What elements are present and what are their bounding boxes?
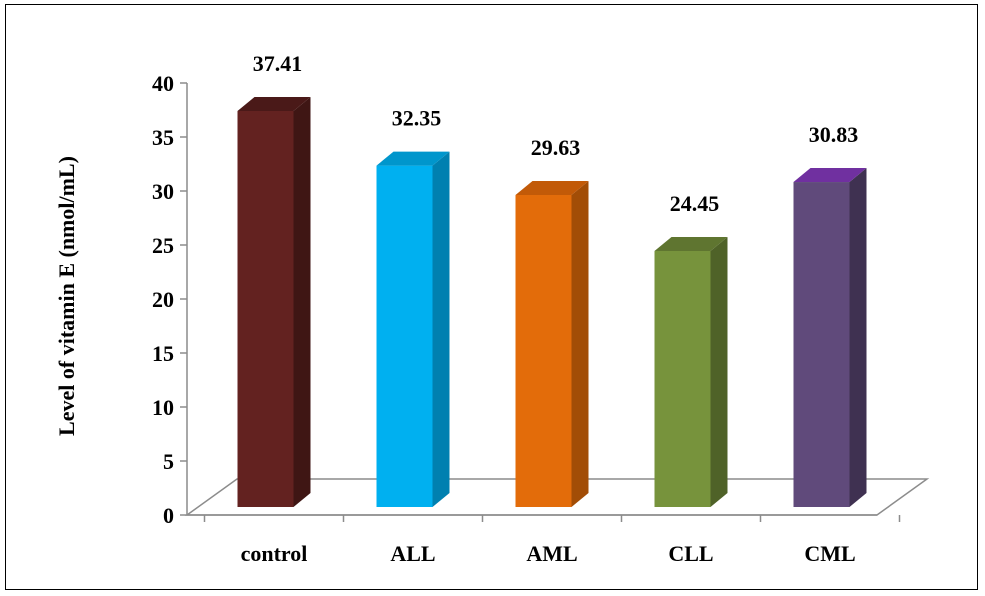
bar-cml: [793, 168, 867, 507]
axis-layer: 0 5 10 15 20 25 30 35 40: [152, 71, 901, 528]
bar-top: [237, 96, 311, 111]
bar-front: [793, 182, 850, 507]
y-axis-label: Level of vitamin E (nmol/mL): [54, 156, 79, 436]
bar-side: [432, 151, 450, 507]
bar-top: [515, 180, 589, 195]
y-tick-label: 10: [152, 395, 174, 420]
x-category-label: ALL: [390, 541, 435, 566]
y-tick-label: 30: [152, 179, 174, 204]
x-category-label: AML: [526, 541, 577, 566]
y-tick-label: 25: [152, 233, 174, 258]
bar-front: [237, 110, 294, 508]
bar-control: [237, 96, 311, 508]
bar-top: [793, 168, 867, 183]
x-category-label: control: [241, 541, 308, 566]
x-category-label: CML: [804, 541, 855, 566]
bar-chart: 0 5 10 15 20 25 30 35 40 37.41 control 32.35 ALL 29.…: [54, 51, 930, 566]
y-tick-label: 20: [152, 287, 174, 312]
chart-frame: 0 5 10 15 20 25 30 35 40 37.41 control 32.35 ALL 29.…: [5, 4, 978, 590]
data-label: 29.63: [531, 135, 581, 160]
bar-side: [849, 168, 867, 507]
bar-side: [571, 180, 589, 507]
data-label: 30.83: [809, 122, 859, 147]
y-tick-label: 0: [163, 503, 174, 528]
bar-front: [515, 194, 572, 507]
bar-top: [654, 236, 728, 251]
x-category-label: CLL: [668, 541, 713, 566]
data-label: 32.35: [392, 106, 442, 131]
bar-front: [654, 250, 711, 507]
bar-cll: [654, 236, 728, 507]
bar-side: [293, 96, 311, 508]
labels-layer: 37.41 control 32.35 ALL 29.63 AML 24.45 CLL 30.8…: [241, 51, 859, 566]
bar-all: [376, 151, 450, 507]
y-tick-label: 5: [163, 449, 174, 474]
data-label: 37.41: [253, 51, 303, 76]
bar-front: [376, 165, 433, 507]
bars-layer: [237, 96, 867, 508]
data-label: 24.45: [670, 191, 720, 216]
y-tick-label: 15: [152, 341, 174, 366]
y-tick-label: 40: [152, 71, 174, 96]
bar-side: [710, 236, 728, 507]
y-tick-label: 35: [152, 125, 174, 150]
bar-top: [376, 151, 450, 166]
bar-aml: [515, 180, 589, 507]
